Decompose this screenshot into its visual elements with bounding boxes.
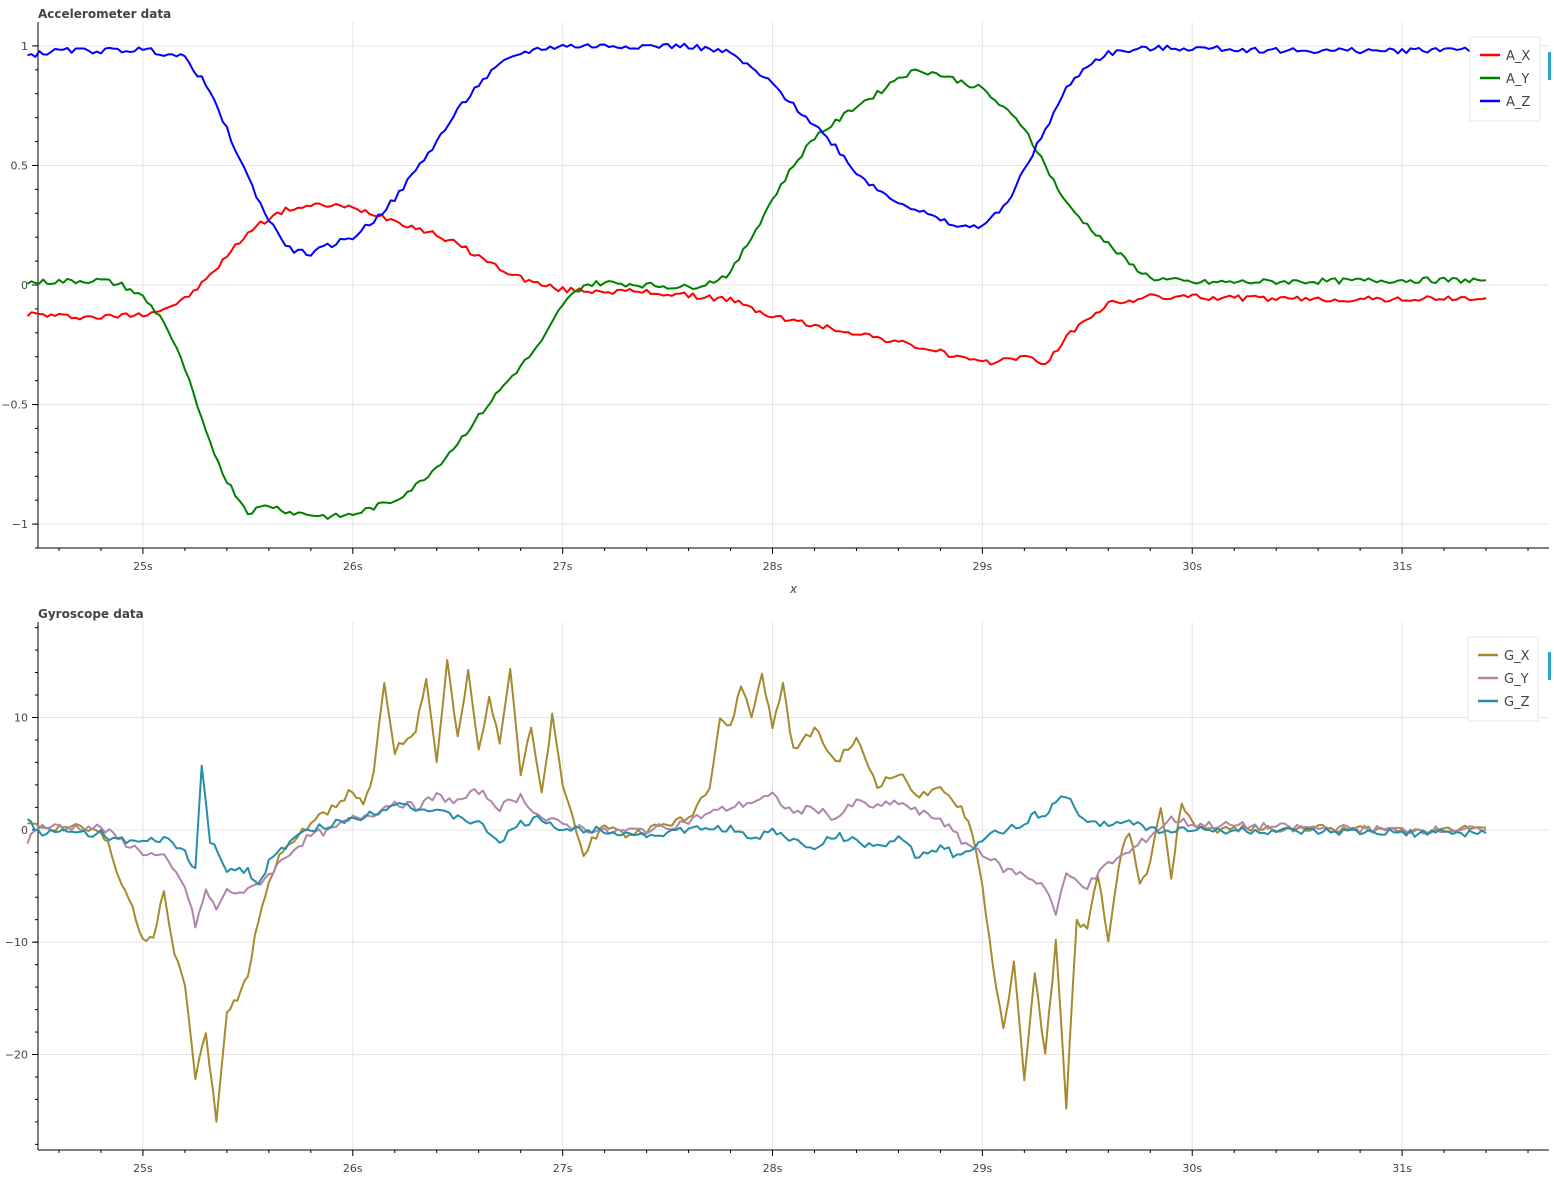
gyroscope-chart-svg[interactable]: Gyroscope data 25s 26s 27s 28s 29s 30s 31s 10 0 −1… xyxy=(0,600,1554,1179)
x-tick-label: 27s xyxy=(553,560,573,573)
accel-legend[interactable]: A_X A_Y A_Z xyxy=(1469,36,1541,122)
x-tick-label: 31s xyxy=(1392,560,1412,573)
toolbar-toggle[interactable] xyxy=(1548,652,1551,680)
y-tick-label: 0 xyxy=(21,824,28,837)
series-line-g-x xyxy=(27,659,1487,1123)
x-tick-label: 25s xyxy=(133,560,153,573)
toolbar-toggle[interactable] xyxy=(1548,52,1551,80)
y-tick-label: −0.5 xyxy=(1,399,28,412)
series-line-g-z xyxy=(26,764,1487,886)
x-tick-label: 25s xyxy=(133,1162,153,1175)
x-tick-label: 27s xyxy=(553,1162,573,1175)
y-tick-label: −10 xyxy=(5,936,28,949)
gyro-legend[interactable]: G_X G_Y G_Z xyxy=(1467,636,1539,722)
series-line-g-y xyxy=(26,788,1487,929)
x-tick-label: 30s xyxy=(1182,560,1202,573)
x-tick-label: 26s xyxy=(343,1162,363,1175)
y-tick-label: 10 xyxy=(14,711,28,724)
accel-grid xyxy=(38,22,1549,548)
legend-item-label[interactable]: G_X xyxy=(1504,649,1530,664)
y-tick-label: −20 xyxy=(5,1049,28,1062)
x-tick-label: 31s xyxy=(1392,1162,1412,1175)
y-tick-label: 1 xyxy=(21,40,28,53)
x-tick-label: 30s xyxy=(1182,1162,1202,1175)
x-tick-label: 26s xyxy=(343,560,363,573)
gyro-grid xyxy=(38,622,1549,1150)
x-tick-label: 29s xyxy=(973,1162,993,1175)
gyro-chart-title: Gyroscope data xyxy=(38,607,144,621)
y-tick-label: 0 xyxy=(21,279,28,292)
legend-item-label[interactable]: G_Z xyxy=(1504,695,1530,710)
accelerometer-chart: Accelerometer data 25s 26s 27s 28s 29s 30s 31s 1… xyxy=(0,0,1554,600)
x-tick-label: 29s xyxy=(973,560,993,573)
legend-item-label[interactable]: A_X xyxy=(1506,49,1530,64)
accelerometer-chart-svg[interactable]: Accelerometer data 25s 26s 27s 28s 29s 30s 31s 1… xyxy=(0,0,1554,600)
legend-item-label[interactable]: A_Z xyxy=(1506,95,1530,110)
legend-item-label[interactable]: A_Y xyxy=(1506,72,1529,87)
gyroscope-chart: Gyroscope data 25s 26s 27s 28s 29s 30s 31s 10 0 −1… xyxy=(0,600,1554,1179)
y-tick-label: 0.5 xyxy=(11,159,29,172)
y-tick-label: −1 xyxy=(12,518,28,531)
x-tick-label: 28s xyxy=(763,560,783,573)
legend-item-label[interactable]: G_Y xyxy=(1504,672,1529,687)
accel-chart-title: Accelerometer data xyxy=(38,7,171,21)
accel-x-axis-label: x xyxy=(789,582,798,596)
x-tick-label: 28s xyxy=(763,1162,783,1175)
series-line-a-y xyxy=(26,68,1487,520)
series-line-a-z xyxy=(27,42,1487,257)
